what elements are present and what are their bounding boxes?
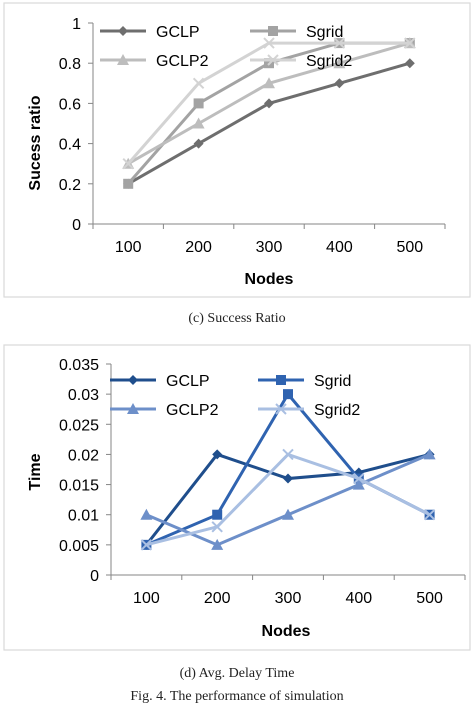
data-point [283, 389, 293, 400]
chart-d-caption: (d) Avg. Delay Time [180, 666, 295, 681]
legend-marker [268, 26, 278, 36]
data-point [212, 449, 223, 460]
legend-marker [117, 54, 129, 65]
data-point [263, 37, 275, 49]
data-point [192, 77, 205, 90]
legend-label: GCLP [156, 24, 200, 41]
legend-item: GCLP2 [100, 53, 209, 70]
legend: GCLP Sgrid GCLP2 Sgrid2 [100, 24, 352, 70]
x-tick-label: 100 [133, 590, 160, 607]
legend-label: GCLP2 [166, 402, 219, 419]
y-tick-label: 0.02 [68, 447, 99, 464]
data-point [140, 539, 153, 551]
series-sgrid2 [140, 448, 436, 551]
legend-label: GCLP2 [156, 53, 209, 70]
y-tick-label: 0.015 [59, 478, 99, 495]
legend-marker [118, 26, 128, 36]
x-tick-label: 500 [396, 239, 423, 256]
data-point [211, 521, 223, 533]
legend-item: Sgrid [250, 24, 343, 41]
legend-item: GCLP [100, 24, 200, 41]
x-tick-label: 500 [416, 590, 443, 607]
chart-c-xlabel: Nodes [245, 271, 294, 288]
data-point [282, 448, 294, 461]
legend-marker [127, 403, 139, 414]
chart-c-ylabel: Sucess ratio [27, 95, 44, 190]
x-tick-label: 300 [275, 590, 302, 607]
data-point [263, 77, 275, 89]
data-point [333, 57, 346, 69]
y-tick-label: 0.025 [59, 417, 99, 434]
x-tick-label: 400 [326, 239, 353, 256]
data-point [352, 478, 365, 490]
series-gclp2 [140, 448, 436, 550]
legend: GCLP Sgrid GCLP2 Sgrid2 [110, 373, 360, 419]
data-point [334, 78, 345, 89]
legend-item: Sgrid [258, 373, 351, 390]
legend-marker [267, 54, 279, 66]
data-point [423, 448, 436, 460]
x-tick-label: 200 [185, 239, 212, 256]
y-tick-label: 0.03 [68, 387, 99, 404]
data-point [193, 138, 204, 149]
legend-item: GCLP [110, 373, 210, 390]
chart-delay-time: 0 0.005 0.01 0.015 0.02 0.025 0.03 0.035 100 200 3… [3, 344, 471, 651]
y-tick-label: 0.6 [59, 96, 81, 113]
x-tick-label: 300 [256, 239, 283, 256]
legend-marker [276, 375, 286, 385]
legend-label: Sgrid [314, 373, 351, 390]
legend-label: GCLP [166, 373, 210, 390]
chart-d-plot: 0 0.005 0.01 0.015 0.02 0.025 0.03 0.035 100 200 3… [59, 357, 466, 607]
legend-item: Sgrid2 [258, 402, 360, 419]
data-point [283, 473, 293, 484]
x-tick-label: 400 [345, 590, 372, 607]
data-point [140, 508, 153, 520]
y-tick-label: 0.01 [68, 508, 99, 525]
data-point [123, 178, 134, 189]
legend-label: Sgrid2 [306, 53, 352, 70]
chart-c-frame [3, 2, 471, 298]
legend-marker [275, 403, 287, 415]
data-point [122, 157, 134, 170]
data-point [423, 509, 436, 521]
chart-d-frame [3, 344, 471, 651]
y-tick-label: 1 [72, 16, 81, 33]
data-point [353, 472, 365, 485]
y-tick-label: 0 [90, 568, 99, 585]
data-point [212, 509, 223, 520]
data-point [333, 37, 346, 49]
legend-marker [128, 375, 138, 385]
y-tick-label: 0.4 [59, 137, 81, 154]
legend-label: Sgrid [306, 24, 343, 41]
series-sgrid2 [122, 37, 416, 170]
figure-caption: Fig. 4. The performance of simulation [130, 689, 343, 704]
chart-d-xlabel: Nodes [262, 623, 311, 640]
y-tick-label: 0.8 [59, 56, 81, 73]
legend-label: Sgrid2 [314, 402, 360, 419]
data-point [282, 508, 294, 520]
y-tick-label: 0 [72, 217, 81, 234]
data-point [211, 538, 224, 550]
legend-item: Sgrid2 [250, 53, 352, 70]
data-point [264, 98, 274, 109]
y-tick-label: 0.005 [59, 538, 99, 555]
x-tick-label: 100 [115, 239, 142, 256]
x-tick-label: 200 [204, 590, 231, 607]
data-point [404, 58, 415, 69]
data-point [192, 117, 205, 129]
y-tick-label: 0.2 [59, 177, 81, 194]
chart-c-caption: (c) Success Ratio [188, 311, 285, 326]
legend-item: GCLP2 [110, 402, 219, 419]
chart-d-ylabel: Time [27, 453, 44, 490]
y-tick-label: 0.035 [59, 357, 99, 374]
data-point [193, 98, 204, 109]
data-point [404, 37, 416, 49]
